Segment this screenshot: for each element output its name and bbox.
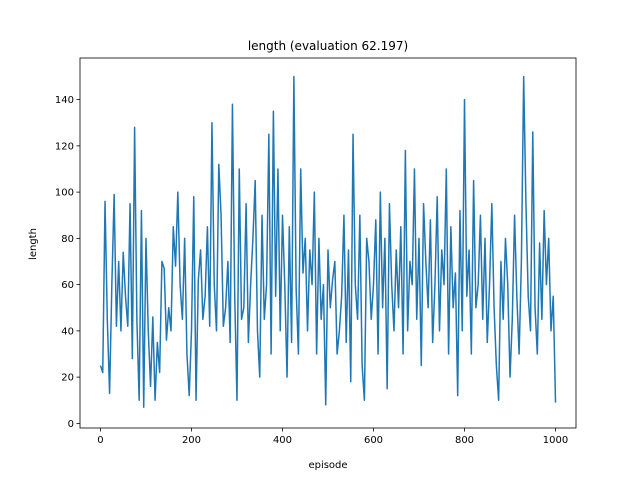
x-tick-label: 0	[97, 435, 103, 446]
x-tick-label: 200	[182, 435, 201, 446]
y-tick-label: 20	[61, 373, 74, 384]
y-tick-label: 40	[61, 326, 74, 337]
y-tick-label: 140	[55, 95, 74, 106]
chart-title: length (evaluation 62.197)	[248, 39, 408, 53]
x-tick-label: 800	[455, 435, 474, 446]
x-axis-label: episode	[308, 460, 347, 471]
y-tick-label: 0	[68, 419, 74, 430]
y-axis: 0 20 40 60 80 100 120 140	[55, 95, 80, 430]
x-axis: 0 200 400 600 800 1000	[97, 428, 568, 446]
y-tick-label: 100	[55, 188, 74, 199]
plot-area	[99, 75, 557, 408]
x-tick-label: 400	[273, 435, 292, 446]
y-axis-label: length	[28, 228, 39, 260]
series-line-0	[99, 75, 557, 408]
y-tick-label: 120	[55, 141, 74, 152]
x-tick-label: 600	[364, 435, 383, 446]
y-tick-label: 80	[61, 234, 74, 245]
y-tick-label: 60	[61, 280, 74, 291]
x-tick-label: 1000	[543, 435, 568, 446]
axes-frame	[79, 57, 577, 429]
